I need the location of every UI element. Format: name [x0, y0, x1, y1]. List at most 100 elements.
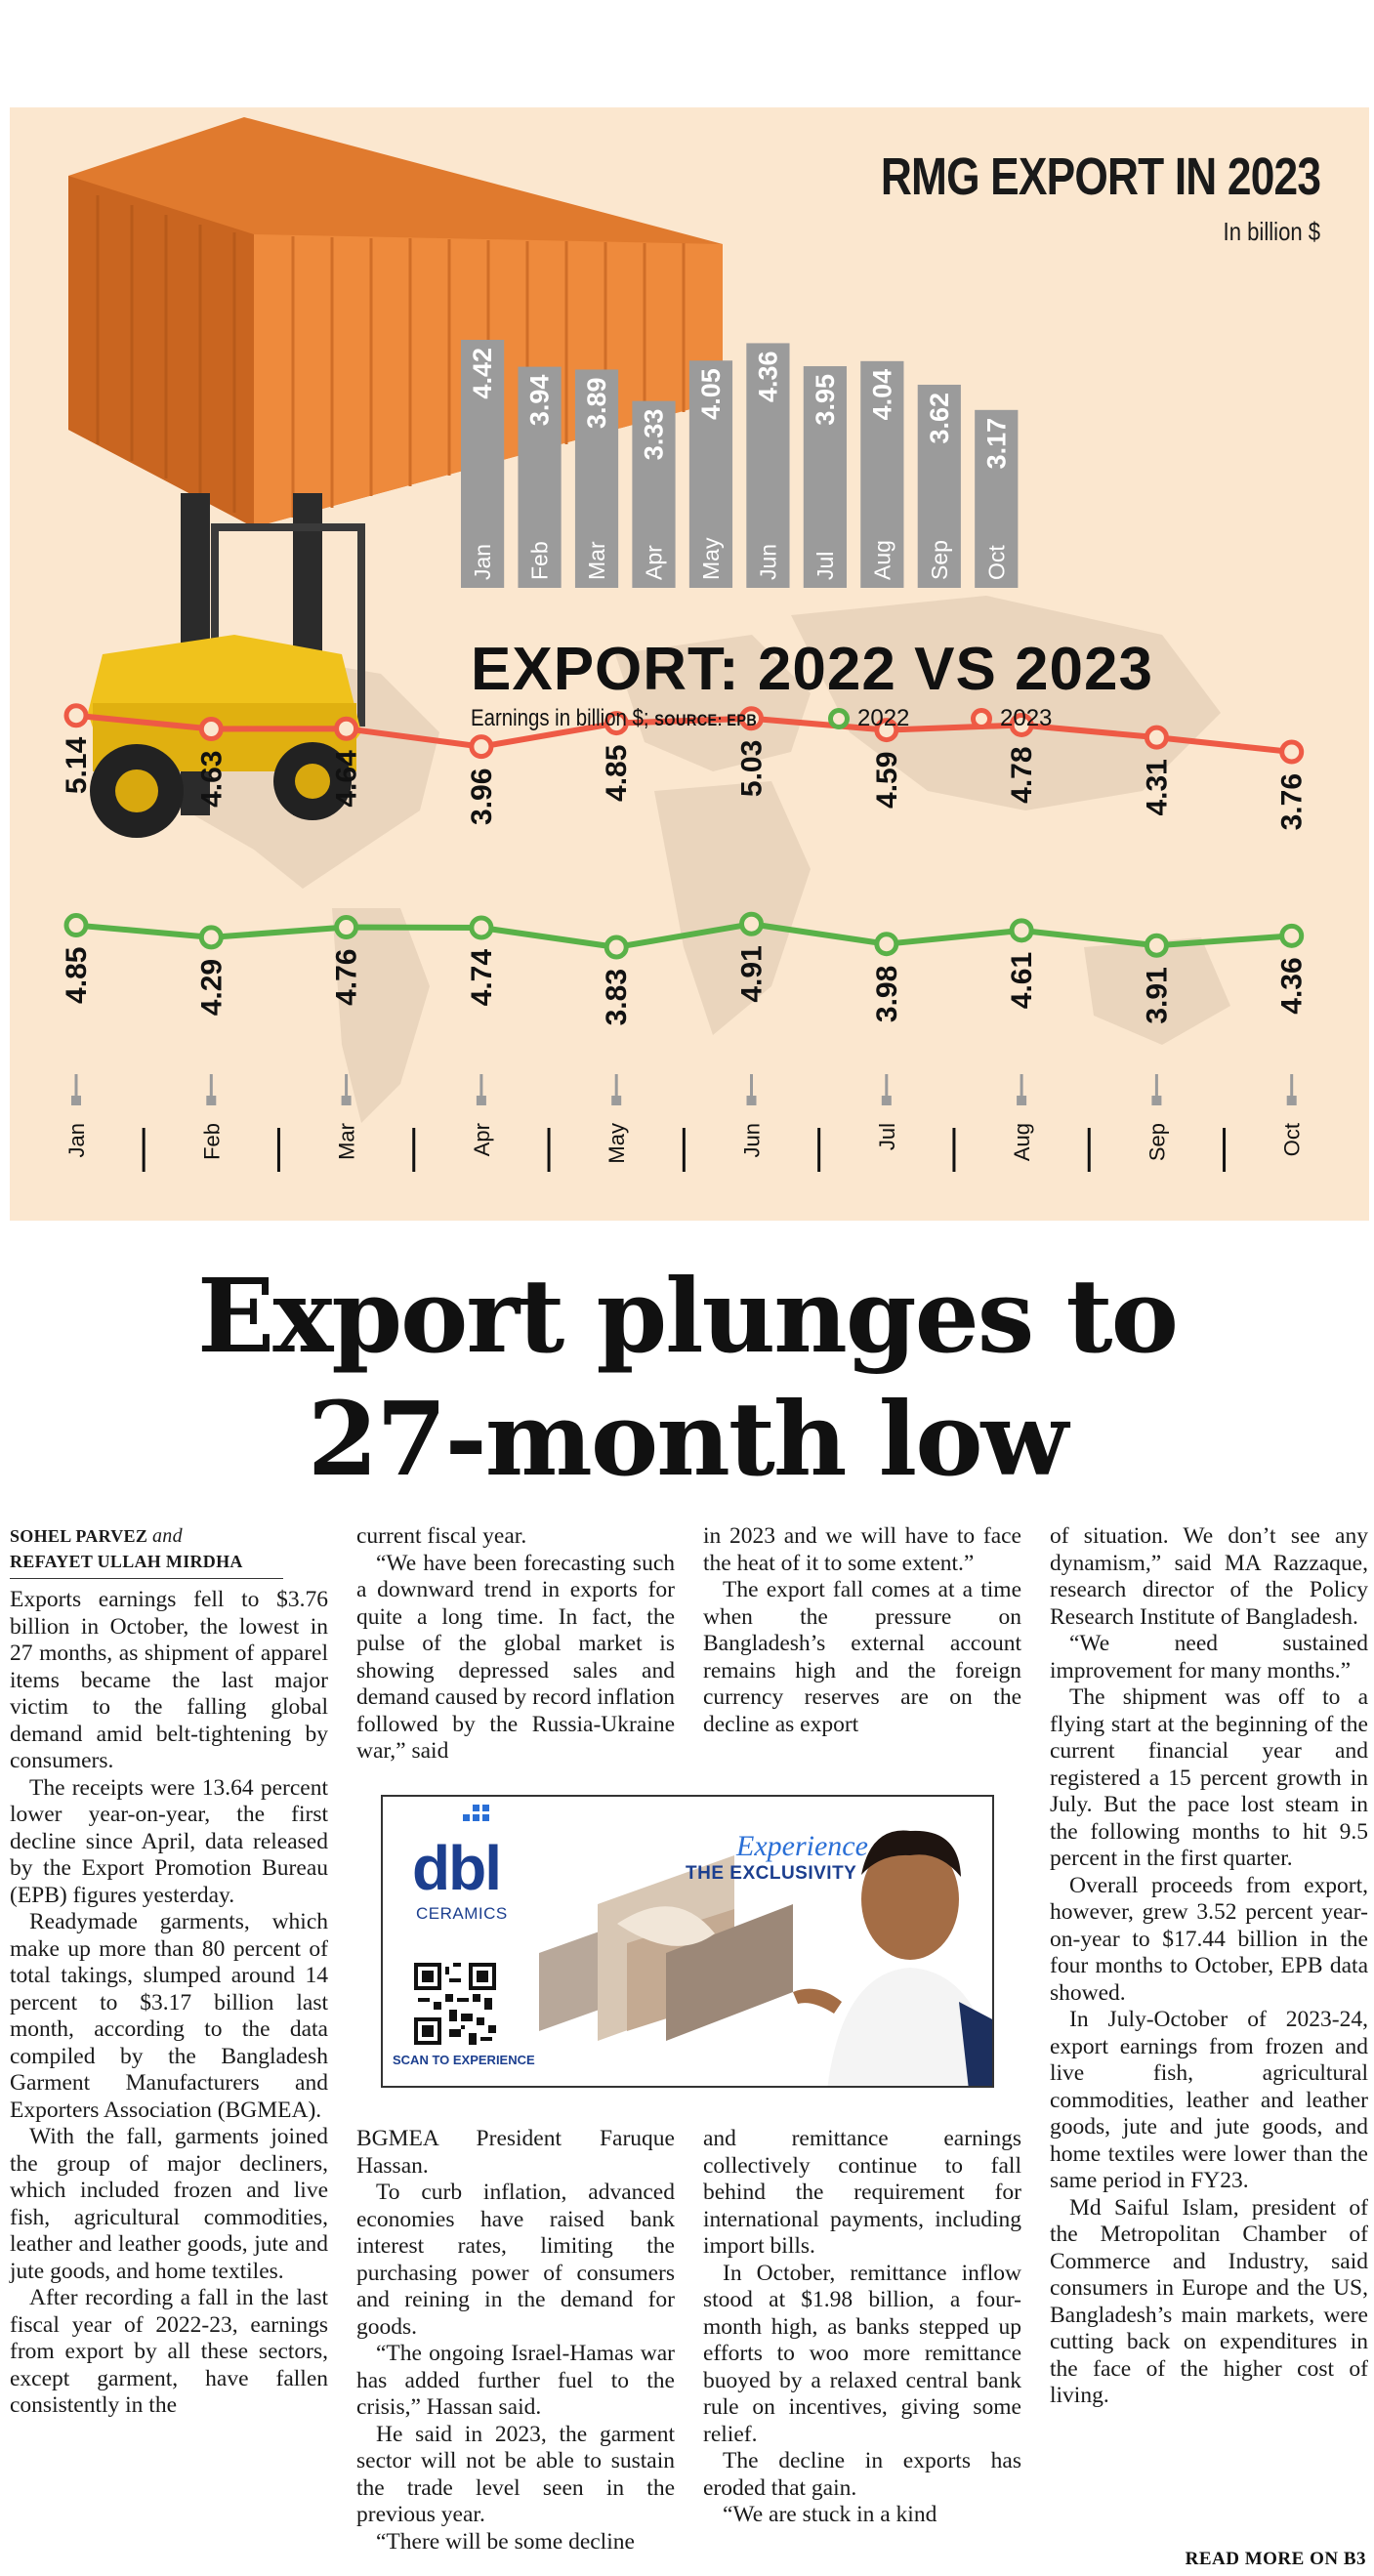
bar-feb [518, 366, 562, 588]
article-paragraph: “We are stuck in a kind [723, 2502, 937, 2527]
axis-tick-marker [341, 1096, 352, 1105]
x-axis-label: Oct [1280, 1123, 1305, 1156]
axis-tick-marker [206, 1096, 217, 1105]
legend-label-2022: 2022 [857, 705, 910, 731]
axis-tick-marker [746, 1096, 757, 1105]
spokesperson-illustration [793, 1830, 992, 2086]
bar-category-label: May [698, 537, 724, 580]
bar-value-label: 4.36 [753, 351, 782, 402]
bar-category-label: Mar [584, 541, 609, 580]
line-2022-value-label: 4.91 [736, 945, 769, 1002]
line-2023-value-label: 5.14 [61, 736, 93, 794]
bar-category-label: Jan [470, 544, 495, 580]
article-paragraph: in 2023 and we will have to face the hea… [703, 1523, 1021, 1576]
article-paragraph: Exports earnings fell to $3.76 billion i… [10, 1587, 328, 1773]
x-axis-label: Jan [64, 1123, 89, 1157]
line-2023-value-label: 3.76 [1276, 773, 1309, 830]
line-2023-value-label: 4.85 [601, 745, 633, 802]
headline-line-1: Export plunges to [197, 1256, 1179, 1376]
article-paragraph: Md Saiful Islam, president of the Metrop… [1050, 2194, 1368, 2409]
bar-category-label: Jun [755, 544, 780, 580]
ad-tagline-exclusivity: THE EXCLUSIVITY [686, 1863, 857, 1884]
line-2022-value-label: 4.76 [331, 949, 363, 1006]
axis-tick-marker [611, 1096, 622, 1105]
x-axis-label: Aug [1010, 1123, 1034, 1161]
article-paragraph: Readymade garments, which make up more t… [10, 1909, 328, 2123]
line-2022-value-label: 3.83 [601, 969, 633, 1025]
axis-tick-marker [476, 1096, 486, 1105]
article-paragraph: “We have been forecasting such a downwar… [356, 1550, 675, 1765]
legend-label-2023: 2023 [1000, 705, 1053, 731]
rmg-bar-chart: 4.42 Jan 3.94 Feb 3.89 Mar 3.33 Apr 4.05 May 4.36 J… [461, 340, 1019, 588]
byline-author-2: REFAYET ULLAH MIRDHA [10, 1552, 243, 1571]
compare-chart-title: EXPORT: 2022 VS 2023 [471, 636, 1153, 703]
x-axis-label: Mar [335, 1123, 359, 1160]
article-paragraph: He said in 2023, the garment sector will… [356, 2421, 675, 2528]
bar-value-label: 3.94 [525, 375, 555, 427]
rmg-chart-unit: In billion $ [1223, 217, 1320, 246]
x-axis-label: Apr [470, 1123, 494, 1156]
line-2023-point [334, 716, 359, 741]
shipping-container-illustration [68, 117, 723, 527]
line-2023-point [198, 717, 224, 742]
line-2022-point [874, 932, 899, 957]
article-paragraph: and remittance earnings collectively con… [703, 2126, 1021, 2259]
x-axis-label: May [604, 1123, 629, 1164]
ad-logo-subtitle: CERAMICS [416, 1904, 508, 1923]
compare-subtitle-text: Earnings in billion $; [471, 705, 655, 731]
line-2022-value-label: 4.61 [1006, 952, 1038, 1009]
article-paragraph: In October, remittance inflow stood at $… [703, 2260, 1021, 2447]
article-column-4: of situation. We don’t see any dynamism,… [1050, 1523, 1368, 2410]
article-paragraph: With the fall, garments joined the group… [10, 2124, 328, 2284]
line-2022-value-label: 4.36 [1276, 957, 1309, 1014]
article-column-2-top: current fiscal year. “We have been foreca… [356, 1523, 675, 1766]
x-axis-label: Sep [1145, 1123, 1169, 1161]
article-paragraph: The shipment was off to a flying start a… [1050, 1684, 1368, 1871]
article-paragraph: of situation. We don’t see any dynamism,… [1050, 1523, 1368, 1630]
line-2022-point [1279, 923, 1305, 948]
legend-2023: 2023 [971, 705, 1052, 732]
line-2023-value-label: 4.78 [1006, 746, 1038, 803]
line-2023-point [63, 703, 89, 728]
line-2022-value-label: 4.85 [61, 947, 93, 1004]
line-2023-point [1009, 712, 1034, 737]
export-infographic: 4.42 Jan 3.94 Feb 3.89 Mar 3.33 Apr 4.05 May 4.36 J… [10, 107, 1369, 1221]
article-paragraph: The decline in exports has eroded that g… [703, 2448, 1021, 2501]
legend-dot-2023 [971, 708, 992, 729]
bar-value-label: 3.17 [981, 418, 1011, 470]
byline-author-1: SOHEL PARVEZ [10, 1526, 148, 1546]
article-paragraph: “We need sustained improvement for many … [1050, 1631, 1368, 1683]
bar-category-label: Oct [983, 545, 1009, 580]
bar-value-label: 3.33 [639, 409, 668, 461]
bar-mar [574, 369, 619, 588]
byline-and: and [151, 1525, 183, 1547]
dbl-ceramics-advertisement[interactable]: dbl CERAMICS Experience THE EXCLUSIVITY … [381, 1795, 994, 2088]
axis-tick-marker [1286, 1096, 1297, 1105]
bar-apr [632, 400, 676, 588]
line-2023-point [604, 711, 629, 736]
bar-aug [860, 360, 904, 588]
export-line-chart: 5.14 4.63 4.64 3.96 4.85 5.03 4.59 4.78 4.31 3.76… [61, 703, 1309, 1172]
bar-value-label: 4.04 [867, 369, 896, 421]
line-2022-point [1144, 933, 1169, 958]
axis-tick-marker [1017, 1096, 1027, 1105]
x-axis-label: Feb [199, 1123, 224, 1160]
bar-category-label: Jul [812, 552, 838, 580]
bar-category-label: Aug [869, 540, 895, 580]
read-more-link[interactable]: READ MORE ON B3 [1185, 2549, 1366, 2569]
bar-value-label: 3.62 [925, 393, 954, 444]
article-paragraph: BGMEA President Faruque Hassan. [356, 2126, 675, 2179]
line-2022-value-label: 4.29 [195, 959, 228, 1016]
article-paragraph: The receipts were 13.64 percent lower ye… [10, 1774, 328, 1908]
bar-value-label: 3.95 [811, 374, 840, 426]
line-2023-point [739, 706, 764, 731]
bar-jan [461, 340, 505, 588]
bar-jul [803, 366, 847, 588]
line-2022-point [469, 915, 494, 940]
article-paragraph: Overall proceeds from export, however, g… [1050, 1872, 1368, 2006]
qr-code-icon[interactable] [414, 1963, 496, 2045]
line-2023-point [1144, 725, 1169, 750]
bar-category-label: Sep [927, 540, 952, 580]
article-column-3-top: in 2023 and we will have to face the hea… [703, 1523, 1021, 1738]
line-2022-value-label: 3.98 [871, 966, 903, 1022]
